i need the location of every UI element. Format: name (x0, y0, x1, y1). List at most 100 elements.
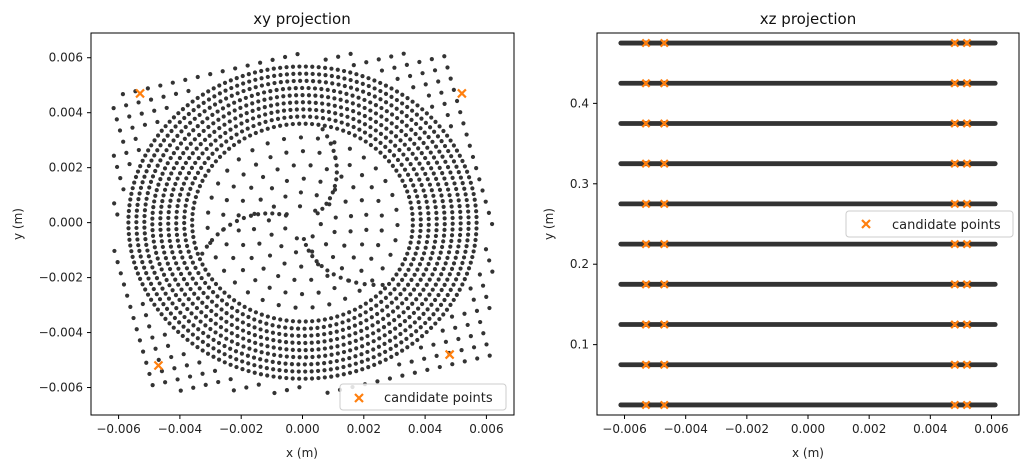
xy-point (421, 311, 426, 316)
xy-point (395, 157, 401, 163)
xy-point (358, 304, 363, 309)
xy-point (150, 335, 155, 340)
xz-y-tick-label: 0.4 (570, 96, 589, 110)
xy-point (228, 222, 233, 227)
xy-point (184, 197, 189, 203)
xy-point (155, 307, 160, 312)
xy-point (166, 227, 171, 232)
xy-point (271, 66, 276, 71)
xy-point (423, 82, 428, 87)
xy-point (185, 306, 190, 312)
xy-point (378, 140, 383, 145)
xy-point (419, 151, 424, 156)
xy-point (330, 190, 335, 195)
xy-point (418, 345, 424, 350)
xy-point (457, 153, 462, 158)
xy-point (463, 249, 468, 254)
xy-point (148, 179, 154, 185)
xy-point (334, 177, 339, 182)
xy-point (389, 300, 394, 305)
xy-point (354, 346, 359, 351)
xy-point (182, 136, 187, 141)
xz-candidate-marker (950, 38, 960, 48)
xy-legend-box (339, 383, 507, 411)
xy-point (235, 325, 240, 330)
xy-point (222, 122, 227, 127)
xy-point (208, 317, 213, 323)
xy-point (346, 325, 352, 331)
xy-point (164, 277, 169, 283)
xy-point (376, 242, 381, 248)
xy-point (351, 109, 356, 114)
xy-point (474, 209, 479, 214)
xy-point (177, 120, 182, 125)
xy-point (449, 204, 454, 209)
xy-point (211, 86, 216, 91)
xy-point (268, 88, 273, 94)
xz-candidate-marker (641, 400, 651, 410)
xy-point (149, 297, 154, 302)
xy-point (241, 81, 246, 86)
xy-point (253, 162, 259, 167)
xy-point (186, 328, 191, 333)
xy-point (213, 281, 219, 287)
xy-point (339, 112, 344, 117)
xy-point (360, 73, 365, 79)
xy-legend-marker (354, 393, 364, 403)
xy-point (426, 135, 431, 140)
xy-point (182, 215, 187, 220)
xy-point (208, 72, 213, 77)
xy-point (228, 354, 233, 359)
xy-point (188, 186, 193, 191)
xy-point (405, 104, 410, 110)
xy-point (140, 180, 145, 185)
xy-point (223, 96, 229, 101)
xy-point (422, 356, 427, 361)
xy-point (194, 146, 199, 151)
xy-point (240, 268, 246, 273)
xy-point (417, 316, 422, 321)
xy-point (142, 213, 147, 219)
xy-point (454, 292, 459, 297)
xz-candidate-marker (962, 78, 972, 88)
xy-point (335, 314, 340, 319)
xy-point (332, 96, 337, 101)
xy-point (418, 277, 423, 282)
xy-point (185, 103, 190, 108)
xy-point (458, 110, 463, 115)
xy-point (203, 314, 209, 319)
xy-point (162, 166, 168, 171)
xy-point (229, 305, 235, 310)
xy-point (143, 237, 148, 242)
xy-point (407, 73, 413, 79)
xy-point (245, 353, 250, 358)
xy-point (148, 97, 154, 102)
xy-point (422, 130, 427, 135)
xy-point (167, 119, 172, 124)
xy-point (436, 256, 442, 261)
xy-point (441, 204, 446, 209)
xz-layer-band (618, 402, 998, 408)
xy-point (456, 336, 461, 342)
xy-point (378, 80, 383, 86)
xy-point (368, 298, 374, 303)
xy-point (134, 327, 139, 332)
xy-point (233, 66, 238, 71)
xy-x-tick-label: 0.006 (469, 422, 503, 436)
xy-point (403, 272, 408, 278)
xy-point (376, 57, 381, 62)
xy-point (193, 246, 199, 251)
xy-point (325, 390, 330, 395)
xy-point (205, 225, 210, 230)
xy-point (250, 101, 255, 106)
xy-point (196, 327, 201, 332)
xy-point (309, 121, 315, 127)
xy-point (183, 77, 188, 82)
xy-point (182, 292, 188, 297)
xy-point (310, 79, 316, 84)
xy-point (246, 361, 251, 366)
xy-point (441, 312, 446, 317)
xy-point (204, 146, 209, 152)
xy-point (436, 182, 441, 187)
xy-point (357, 127, 362, 132)
